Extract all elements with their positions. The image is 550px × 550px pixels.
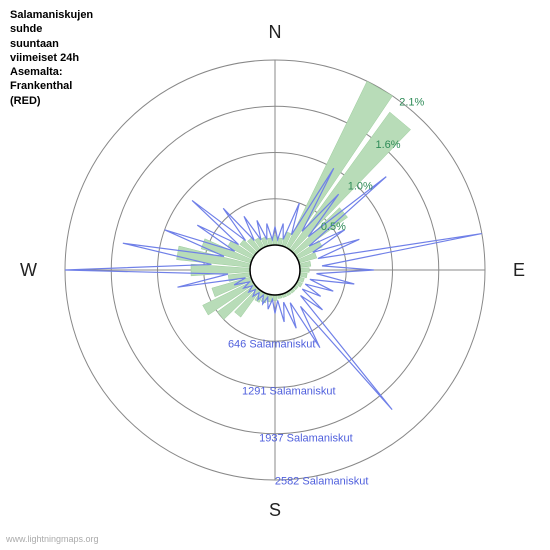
svg-text:S: S: [269, 500, 281, 520]
svg-text:646 Salamaniskut: 646 Salamaniskut: [228, 338, 315, 350]
svg-text:1.0%: 1.0%: [348, 181, 373, 193]
svg-text:2582 Salamaniskut: 2582 Salamaniskut: [275, 475, 369, 487]
svg-text:1291 Salamaniskut: 1291 Salamaniskut: [242, 385, 336, 397]
chart-title: Salamaniskujen suhde suuntaan viimeiset …: [10, 8, 93, 108]
svg-text:1937 Salamaniskut: 1937 Salamaniskut: [259, 432, 353, 444]
svg-text:N: N: [269, 22, 282, 42]
svg-text:W: W: [20, 260, 37, 280]
svg-text:2.1%: 2.1%: [399, 97, 424, 109]
svg-text:0.5%: 0.5%: [321, 221, 346, 233]
svg-text:1.6%: 1.6%: [376, 139, 401, 151]
svg-text:E: E: [513, 260, 525, 280]
